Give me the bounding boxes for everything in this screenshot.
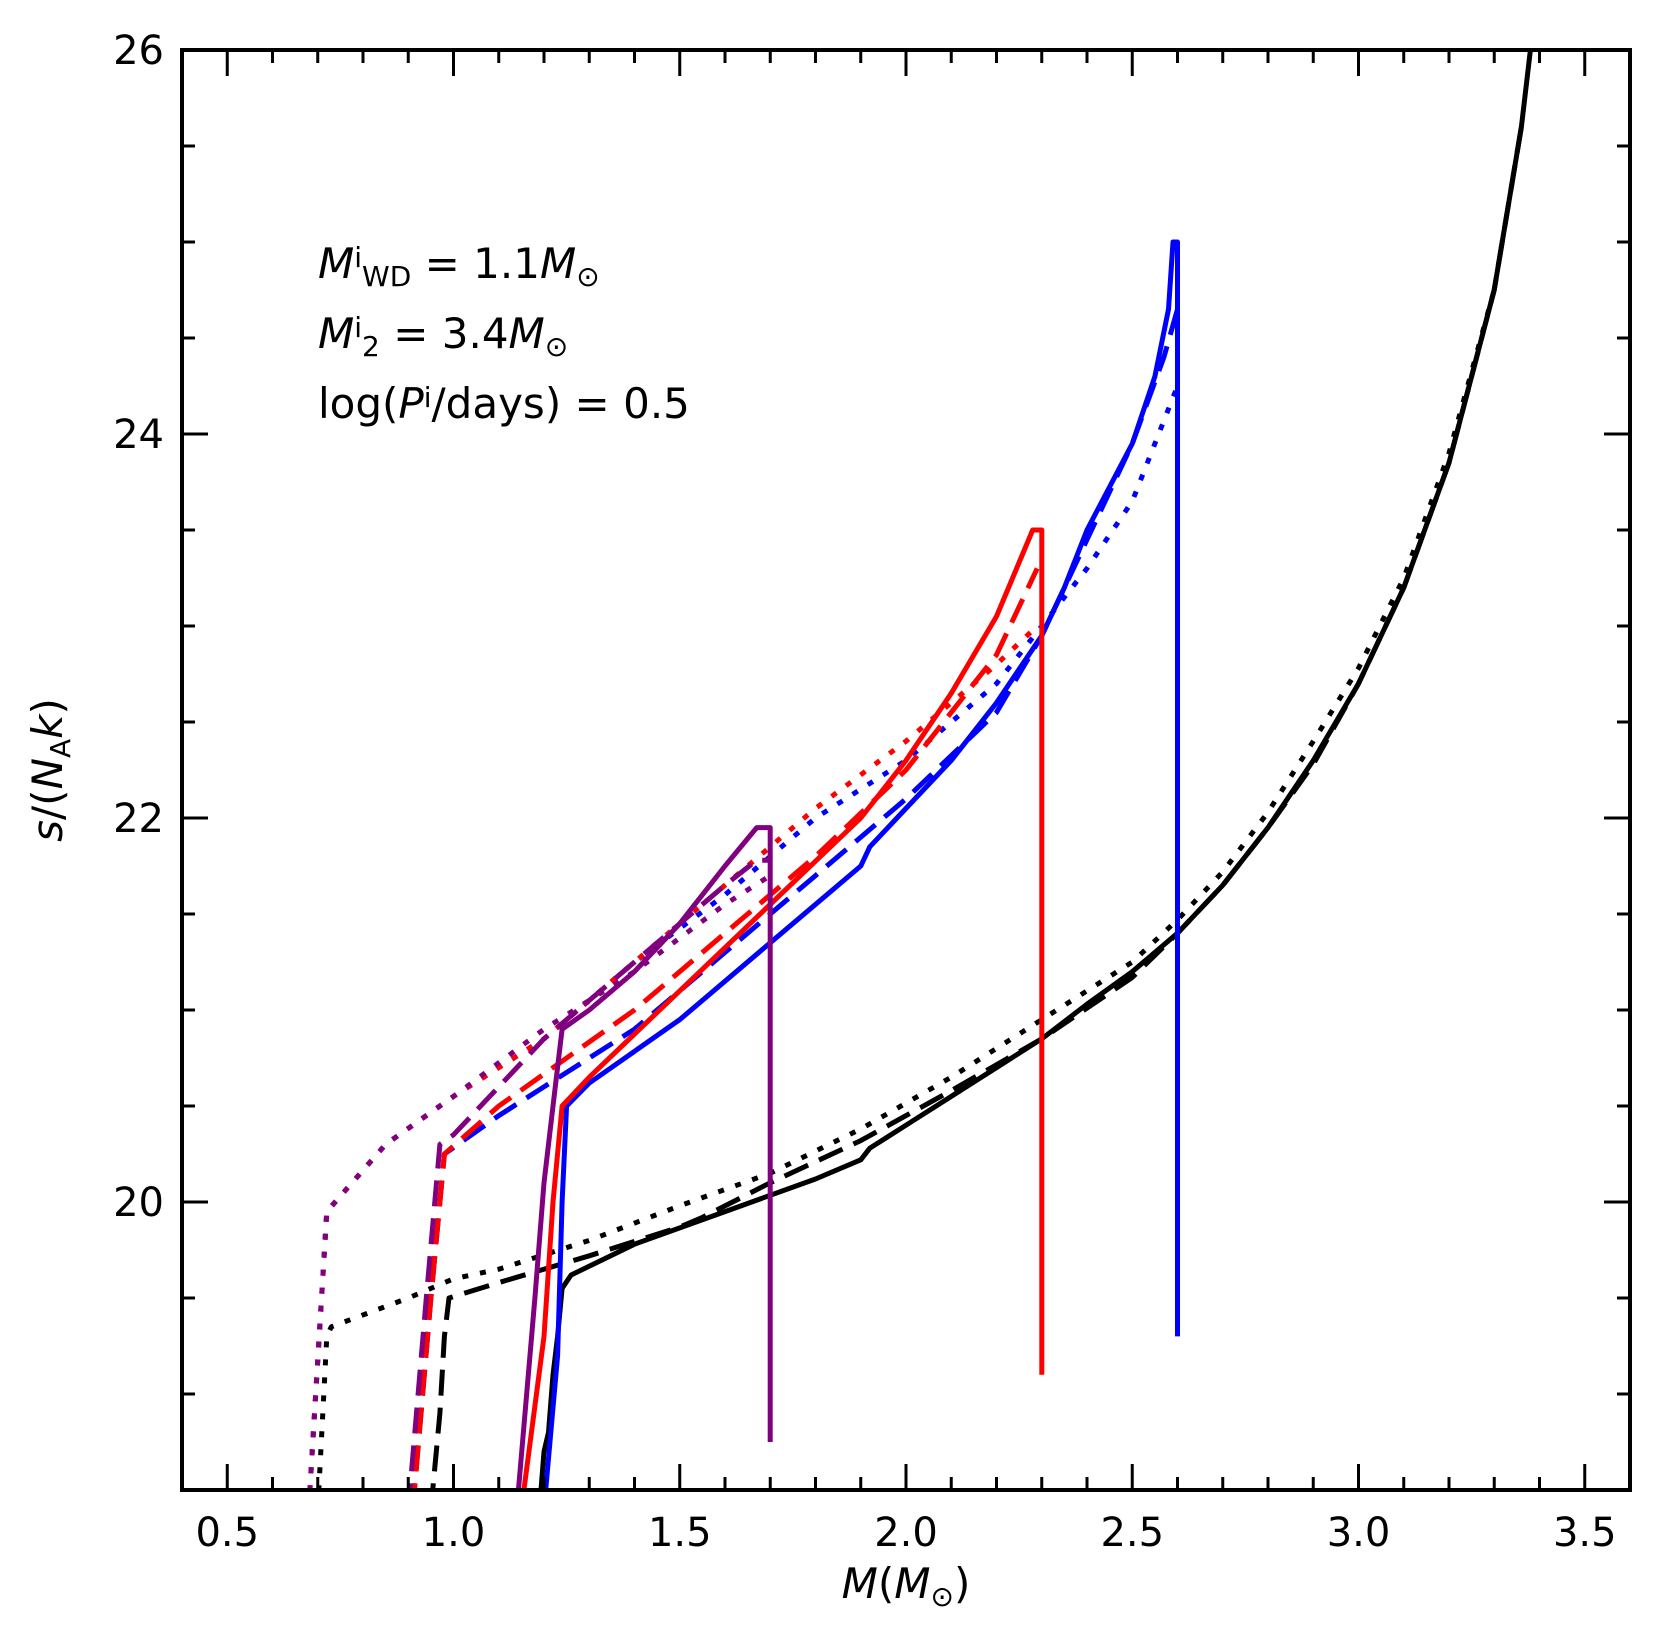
y-axis-label: s/(NAk) bbox=[23, 698, 77, 842]
series-line-red-solid bbox=[521, 527, 1045, 1490]
x-tick-label: 1.0 bbox=[422, 1510, 486, 1556]
annotation-line-2: Mi2 = 3.4M⊙ bbox=[318, 309, 568, 363]
x-tick-label: 0.5 bbox=[195, 1510, 259, 1556]
axis-labels: M(M⊙) s/(NAk) bbox=[23, 698, 970, 1613]
x-axis-label: M(M⊙) bbox=[842, 1559, 971, 1613]
y-tick-label: 24 bbox=[113, 412, 164, 458]
x-tick-label: 3.0 bbox=[1327, 1510, 1391, 1556]
annotation-line-3: log(Pi/days) = 0.5 bbox=[318, 379, 690, 428]
x-tick-label: 2.0 bbox=[874, 1510, 938, 1556]
plot-frame bbox=[180, 48, 1632, 1492]
series-line-blue-dashed bbox=[411, 308, 1180, 1490]
series-line-black-dashed bbox=[430, 126, 1524, 1490]
x-tick-label: 2.5 bbox=[1100, 1510, 1164, 1556]
annotation-block: MiWD = 1.1M⊙ Mi2 = 3.4M⊙ log(Pi/days) = 0.… bbox=[318, 239, 690, 428]
x-tick-label: 1.5 bbox=[648, 1510, 712, 1556]
annotation-line-1: MiWD = 1.1M⊙ bbox=[318, 239, 600, 293]
x-tick-label: 3.5 bbox=[1553, 1510, 1617, 1556]
ticks-layer: 0.5 1.0 1.5 2.0 2.5 3.0 3.5 20 22 24 26 bbox=[113, 28, 1630, 1556]
y-tick-label: 22 bbox=[113, 796, 164, 842]
series-line-purple-dashed bbox=[407, 857, 771, 1490]
series-line-purple-dotted bbox=[307, 873, 772, 1490]
series-layer bbox=[307, 50, 1533, 1490]
series-line-red-dashed bbox=[411, 567, 1040, 1490]
y-tick-label: 20 bbox=[113, 1180, 164, 1226]
series-line-purple-solid bbox=[515, 825, 773, 1490]
y-tick-label: 26 bbox=[113, 28, 164, 74]
